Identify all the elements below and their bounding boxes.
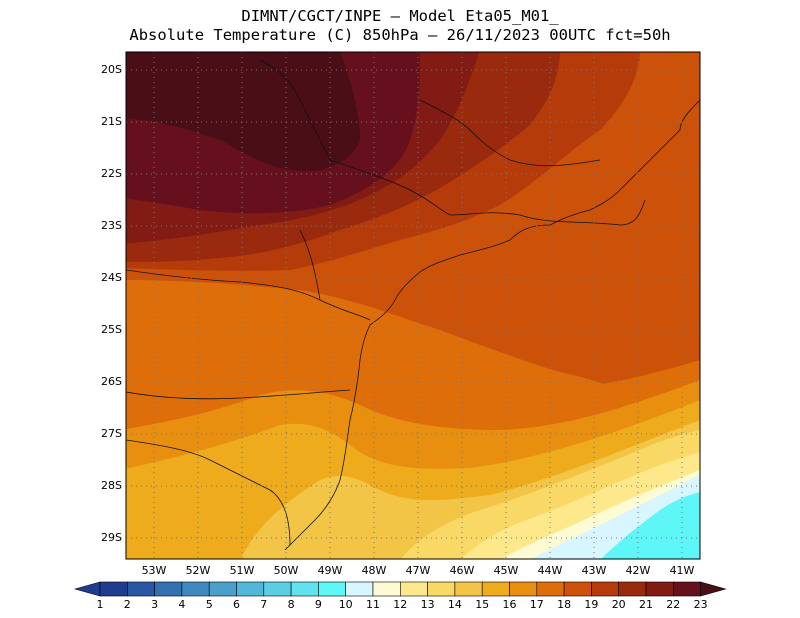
colorbar-swatch <box>509 581 538 597</box>
latitude-label: 28S <box>101 479 122 492</box>
latitude-label: 20S <box>101 63 122 76</box>
colorbar-swatch <box>672 581 701 597</box>
plot-frame <box>125 51 701 560</box>
state-border-2 <box>329 159 451 216</box>
longitude-label: 41W <box>669 564 695 577</box>
colorbar-label: 14 <box>447 598 462 611</box>
colorbar-swatch <box>454 581 483 597</box>
colorbar-label: 12 <box>393 598 408 611</box>
colorbar-label: 1 <box>96 598 104 611</box>
colorbar-swatch <box>372 581 401 597</box>
colorbar-swatch <box>208 581 237 597</box>
colorbar-swatch <box>399 581 428 597</box>
longitude-label: 50W <box>273 564 299 577</box>
state-border-8 <box>449 199 646 226</box>
longitude-label: 43W <box>581 564 607 577</box>
longitude-label: 49W <box>317 564 343 577</box>
colorbar-label: 7 <box>260 598 268 611</box>
colorbar-label: 9 <box>314 598 322 611</box>
colorbar-label: 16 <box>502 598 517 611</box>
colorbar-label: 23 <box>693 598 708 611</box>
colorbar-label: 6 <box>233 598 240 611</box>
longitude-label: 42W <box>625 564 651 577</box>
state-border-4 <box>126 269 321 301</box>
colorbar-swatch <box>181 581 210 597</box>
latitude-label: 24S <box>101 271 122 284</box>
state-border-5 <box>126 389 351 400</box>
colorbar-swatch <box>645 581 674 597</box>
colorbar-swatch <box>481 581 510 597</box>
colorbar-swatch <box>563 581 592 597</box>
map-title-line-2: Absolute Temperature (C) 850hPa – 26/11/… <box>129 26 671 44</box>
colorbar <box>73 581 727 597</box>
colorbar-arrow-right <box>700 581 727 597</box>
longitude-label: 51W <box>229 564 255 577</box>
longitude-label: 53W <box>141 564 167 577</box>
colorbar-label: 19 <box>584 598 599 611</box>
colorbar-swatch <box>618 581 647 597</box>
colorbar-label: 13 <box>420 598 435 611</box>
colorbar-label: 18 <box>557 598 572 611</box>
colorbar-label: 2 <box>123 598 131 611</box>
colorbar-swatch <box>236 581 265 597</box>
colorbar-swatch <box>536 581 565 597</box>
colorbar-label: 10 <box>338 598 353 611</box>
state-border-6 <box>126 439 291 546</box>
temperature-fill <box>126 52 700 559</box>
colorbar-label: 20 <box>611 598 626 611</box>
colorbar-swatch <box>345 581 374 597</box>
map-gridlines <box>126 52 700 559</box>
coastline <box>284 99 700 551</box>
colorbar-label: 3 <box>151 598 159 611</box>
colorbar-label: 15 <box>475 598 490 611</box>
latitude-label: 29S <box>101 531 122 544</box>
latitude-label: 21S <box>101 115 122 128</box>
longitude-label: 48W <box>361 564 387 577</box>
colorbar-label: 17 <box>529 598 544 611</box>
latitude-label: 22S <box>101 167 122 180</box>
colorbar-label: 11 <box>366 598 380 611</box>
colorbar-label: 5 <box>205 598 213 611</box>
zone-22-23 <box>126 52 360 172</box>
latitude-label: 25S <box>101 323 122 336</box>
colorbar-label: 4 <box>178 598 186 611</box>
latitude-label: 23S <box>101 219 122 232</box>
colorbar-swatch <box>99 581 128 597</box>
map-title-line-1: DIMNT/CGCT/INPE – Model Eta05_M01_ <box>241 7 559 25</box>
colorbar-label: 21 <box>639 598 653 611</box>
colorbar-swatch <box>427 581 456 597</box>
colorbar-label: 8 <box>287 598 295 611</box>
colorbar-swatch <box>127 581 155 597</box>
colorbar-swatch <box>290 581 319 597</box>
colorbar-label: 22 <box>666 598 681 611</box>
longitude-label: 44W <box>537 564 563 577</box>
longitude-label: 52W <box>185 564 211 577</box>
colorbar-swatch <box>591 581 620 597</box>
longitude-label: 45W <box>493 564 519 577</box>
coastline-and-borders <box>126 59 700 551</box>
state-border-7 <box>419 99 601 167</box>
colorbar-swatch <box>154 581 183 597</box>
longitude-label: 46W <box>449 564 475 577</box>
latitude-label: 26S <box>101 375 122 388</box>
colorbar-swatch <box>263 581 292 597</box>
zone-8-9 <box>601 492 700 559</box>
colorbar-swatch <box>318 581 346 597</box>
latitude-label: 27S <box>101 427 122 440</box>
longitude-label: 47W <box>405 564 431 577</box>
colorbar-arrow-left <box>73 581 101 597</box>
